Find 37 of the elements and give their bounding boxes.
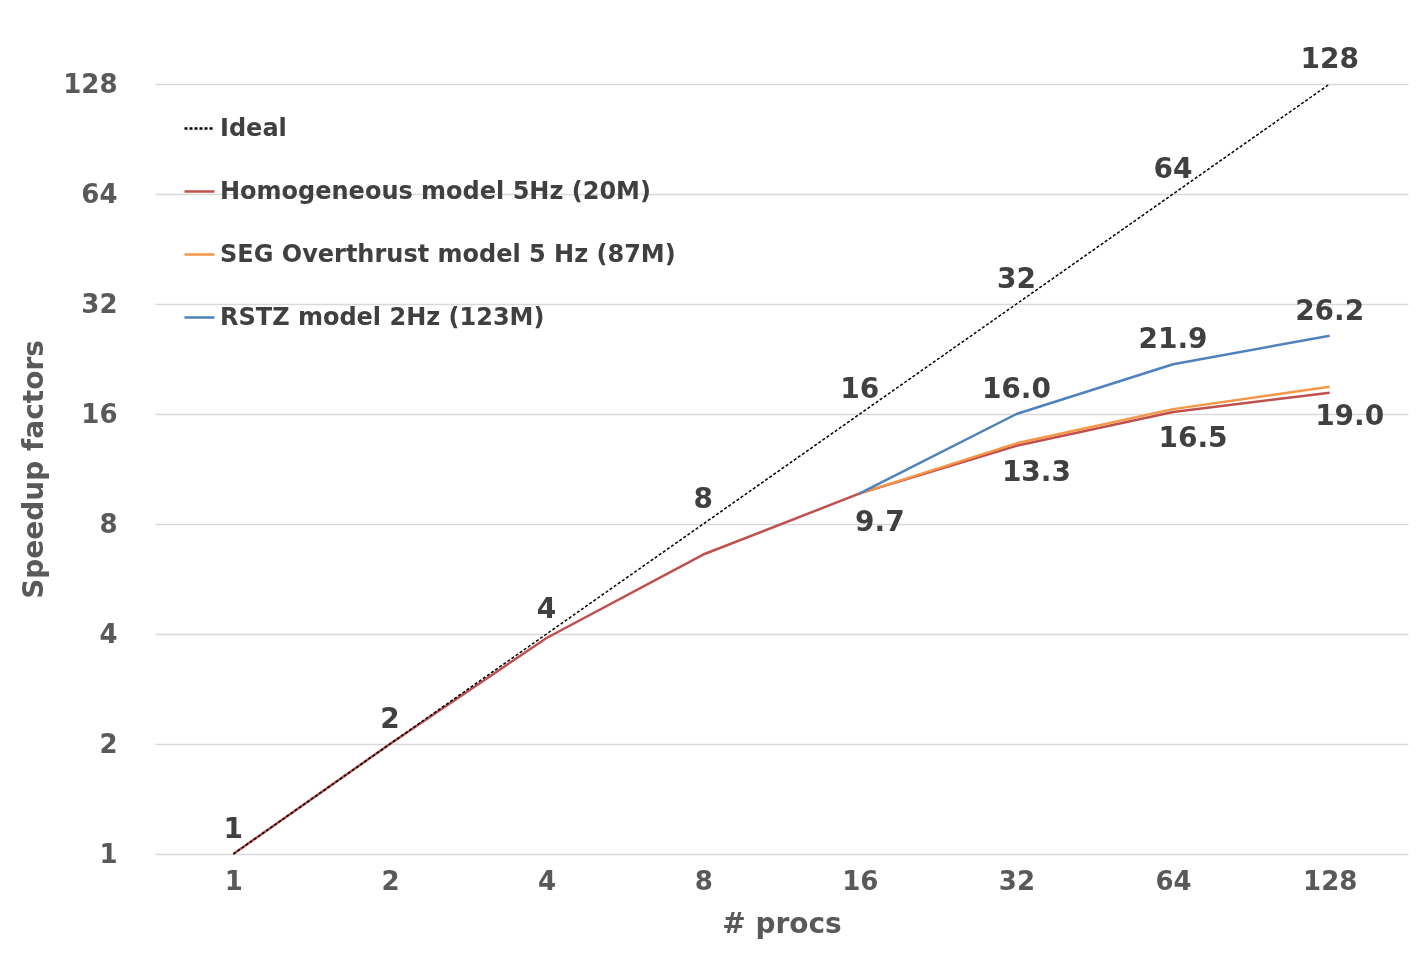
y-tick-label: 32 bbox=[81, 288, 118, 319]
data-label: 2 bbox=[380, 702, 400, 735]
x-tick-label: 16 bbox=[842, 865, 879, 896]
x-tick-label: 8 bbox=[694, 865, 713, 896]
y-tick-label: 16 bbox=[81, 398, 118, 429]
x-axis-title: # procs bbox=[722, 906, 842, 940]
data-label: 16.0 bbox=[981, 372, 1051, 405]
y-tick-label: 8 bbox=[99, 508, 118, 539]
data-label: 32 bbox=[996, 262, 1036, 295]
data-label: 64 bbox=[1153, 152, 1193, 185]
x-tick-label: 32 bbox=[998, 865, 1036, 896]
data-label: 1 bbox=[223, 812, 244, 845]
x-tick-label: 4 bbox=[538, 865, 557, 896]
legend-label: RSTZ model 2Hz (123M) bbox=[220, 302, 545, 331]
data-label: 8 bbox=[693, 482, 713, 515]
data-label: 9.7 bbox=[855, 505, 905, 539]
data-label: 16.5 bbox=[1158, 421, 1228, 455]
y-tick-label: 4 bbox=[99, 618, 118, 649]
legend-label: Ideal bbox=[220, 113, 287, 142]
legend-label: Homogeneous model 5Hz (20M) bbox=[220, 176, 651, 205]
y-tick-label: 2 bbox=[99, 728, 118, 759]
x-tick-label: 1 bbox=[224, 865, 243, 896]
data-label: 16 bbox=[840, 372, 880, 405]
y-axis-title: Speedup factors bbox=[17, 340, 51, 599]
data-label: 4 bbox=[536, 592, 557, 625]
data-label: 128 bbox=[1300, 42, 1359, 75]
x-tick-label: 2 bbox=[381, 865, 400, 896]
data-label: 19.0 bbox=[1315, 398, 1385, 432]
legend-label: SEG Overthrust model 5 Hz (87M) bbox=[220, 239, 676, 268]
x-tick-label: 64 bbox=[1155, 865, 1192, 896]
y-tick-label: 1 bbox=[99, 838, 118, 869]
x-tick-label: 128 bbox=[1303, 865, 1358, 896]
data-label: 26.2 bbox=[1295, 293, 1365, 327]
y-tick-label: 128 bbox=[63, 68, 118, 99]
data-label: 21.9 bbox=[1138, 322, 1208, 356]
data-label: 13.3 bbox=[1001, 455, 1071, 489]
y-tick-label: 64 bbox=[81, 178, 118, 209]
